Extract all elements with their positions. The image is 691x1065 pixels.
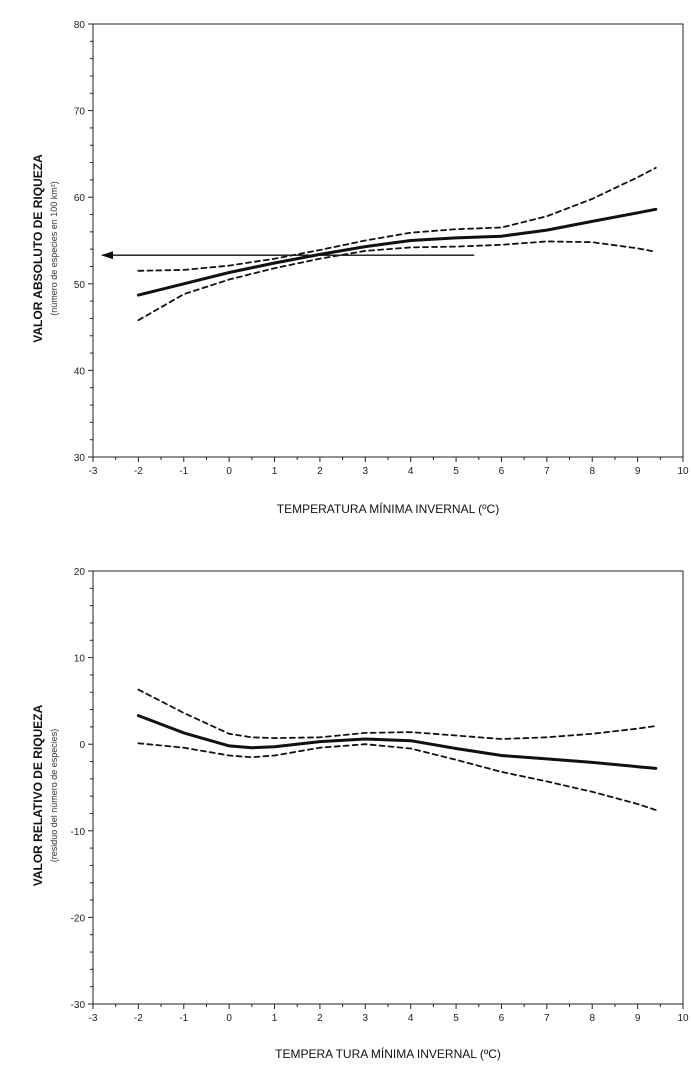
x-tick-label: -1 <box>179 1013 188 1024</box>
y-axis-sublabel: (residuo del número de especies) <box>49 729 59 863</box>
confidence-band-line <box>137 166 657 272</box>
y-tick-label: -20 <box>71 913 86 924</box>
x-tick-label: 2 <box>317 466 323 477</box>
x-tick-label: 4 <box>408 466 414 477</box>
x-tick-label: 3 <box>363 1013 369 1024</box>
x-axis-label: TEMPERATURA MÍNIMA INVERNAL (ºC) <box>277 501 499 516</box>
x-tick-label: 10 <box>677 466 689 477</box>
y-tick-label: -30 <box>71 1000 86 1011</box>
x-tick-label: 1 <box>272 1013 278 1024</box>
plot-frame <box>92 23 684 458</box>
fitted-trend-line <box>136 714 658 770</box>
y-tick-label: 80 <box>74 20 86 31</box>
x-tick-label: 8 <box>589 1013 595 1024</box>
x-tick-label: 1 <box>272 466 278 477</box>
y-tick-label: 40 <box>74 366 86 377</box>
x-tick-label: 4 <box>408 1013 414 1024</box>
y-tick-label: 30 <box>74 453 86 464</box>
y-tick-label: 20 <box>74 567 86 578</box>
plot-frame <box>92 570 684 1005</box>
fitted-trend-line <box>136 207 658 297</box>
confidence-band-line <box>137 240 657 322</box>
x-axis-label: TEMPERA TURA MÍNIMA INVERNAL (ºC) <box>275 1046 501 1061</box>
confidence-band-line <box>137 688 657 740</box>
x-tick-label: -2 <box>134 466 143 477</box>
y-tick-label: 10 <box>74 654 86 665</box>
chart-1: -3 -2 -1 0 1 2 3 4 5 6 7 8 9 10 30 40 50 60 70 80 TEMPERATUR… <box>31 20 689 516</box>
y-axis-label: VALOR RELATIVO DE RIQUEZA <box>31 704 45 886</box>
x-tick-label: 5 <box>453 1013 459 1024</box>
y-tick-label: 60 <box>74 193 86 204</box>
y-axis-label: VALOR ABSOLUTO DE RIQUEZA <box>31 154 45 343</box>
x-tick-label: 5 <box>453 466 459 477</box>
x-tick-label: 7 <box>544 1013 550 1024</box>
x-tick-label: 8 <box>589 466 595 477</box>
y-tick-label: 50 <box>74 280 86 291</box>
y-tick-label: 0 <box>79 740 85 751</box>
confidence-band-line <box>137 742 657 811</box>
x-tick-label: 3 <box>363 466 369 477</box>
chart-2: -3 -2 -1 0 1 2 3 4 5 6 7 8 9 10-30-20-1001020TEMPERA … <box>31 567 689 1061</box>
y-axis-sublabel: (número de especies en 100 km²) <box>49 181 59 316</box>
x-tick-label: 2 <box>317 1013 323 1024</box>
x-tick-label: 9 <box>635 466 641 477</box>
x-tick-label: 0 <box>226 1013 232 1024</box>
x-tick-label: -3 <box>89 1013 98 1024</box>
x-tick-label: -1 <box>179 466 188 477</box>
x-tick-label: 0 <box>226 466 232 477</box>
x-tick-label: 7 <box>544 466 550 477</box>
x-tick-label: 6 <box>499 466 505 477</box>
y-tick-label: -10 <box>71 827 86 838</box>
x-tick-label: -2 <box>134 1013 143 1024</box>
x-tick-label: -3 <box>89 466 98 477</box>
x-tick-label: 6 <box>499 1013 505 1024</box>
x-tick-label: 10 <box>677 1013 689 1024</box>
y-tick-label: 70 <box>74 107 86 118</box>
x-tick-label: 9 <box>635 1013 641 1024</box>
